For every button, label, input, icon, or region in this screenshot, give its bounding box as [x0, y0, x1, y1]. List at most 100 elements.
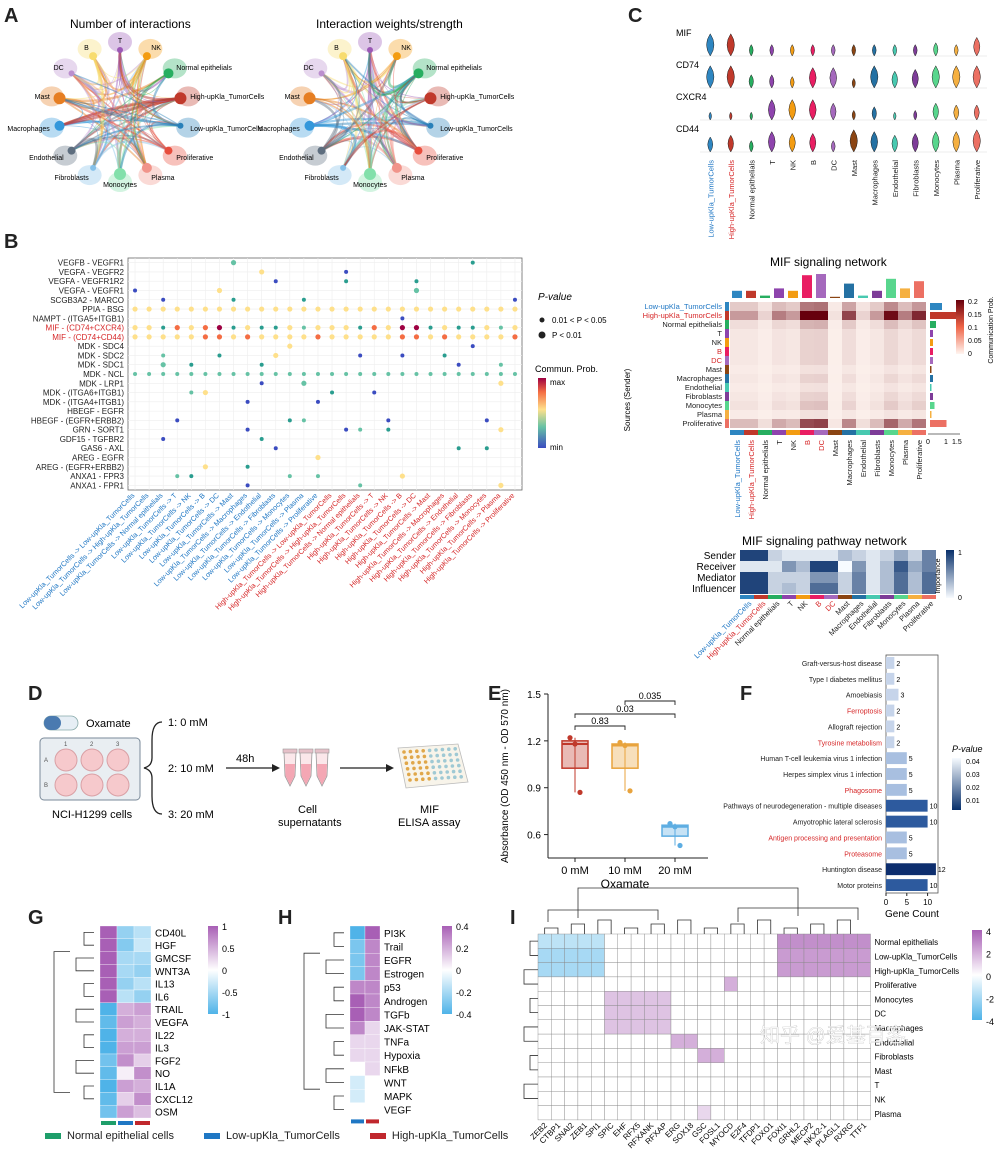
network-side-bar [930, 402, 935, 409]
heatmap-cell [630, 1105, 645, 1121]
heatmap-cell [830, 1076, 845, 1092]
panel-a-title-interactions: Number of interactions [70, 17, 191, 31]
network-cell [898, 401, 912, 410]
dendrogram-branch [677, 919, 692, 934]
dot-plot-point [343, 325, 349, 331]
dot-plot-point [287, 372, 292, 376]
network-cell [744, 401, 758, 410]
dot-plot-point [146, 334, 152, 340]
column-color-bar [135, 1121, 150, 1125]
heatmap-cell [857, 976, 871, 992]
heatmap-cell [591, 962, 605, 978]
interaction-edge [71, 141, 122, 175]
network-cell [870, 347, 884, 356]
dot-plot-point [259, 362, 264, 367]
heatmap-cell [591, 1105, 605, 1121]
network-cell [912, 419, 926, 428]
heatmap-cell [817, 962, 831, 978]
network-cell [898, 347, 912, 356]
violin-shape [972, 65, 981, 89]
interaction-edge [152, 72, 181, 127]
dot-plot-point [230, 334, 237, 340]
heatmap-cell [591, 1019, 605, 1035]
dot-plot-point [484, 446, 489, 451]
interaction-edge [59, 97, 169, 151]
interaction-edge [118, 49, 181, 101]
panel-letter-d: D [28, 683, 42, 705]
cell-node [141, 162, 152, 173]
network-cell [912, 311, 926, 320]
heatmap-cell [843, 1105, 858, 1121]
heatmap-cell [750, 1076, 765, 1092]
network-row-color [725, 356, 729, 365]
heatmap-cell [657, 1019, 672, 1035]
dot-plot-point [287, 343, 293, 349]
heatmap-cell [99, 1002, 118, 1016]
heatmap-cell [537, 933, 552, 949]
mif-network-axis-2: 1.5 [952, 439, 962, 446]
heatmap-cell [724, 1105, 738, 1121]
heatmap-cell [697, 991, 712, 1006]
dot-plot-point [399, 473, 405, 479]
heatmap-cell [364, 980, 381, 995]
heatmap-cell [843, 1048, 858, 1063]
heatmap-cell [817, 1062, 831, 1078]
interaction-edge [59, 55, 108, 100]
y-tick-label: 1.5 [527, 690, 541, 701]
pathway-cell [796, 550, 810, 561]
interaction-edge [320, 55, 349, 91]
network-cell [744, 311, 758, 320]
culture-plate-wells [54, 748, 130, 797]
network-cell [842, 329, 856, 338]
cell-node-label: Macrophages [257, 126, 300, 133]
network-side-bar [930, 384, 932, 391]
dot-plot-point [442, 325, 448, 331]
network-row-label: DC [711, 356, 722, 365]
heatmap-cell [604, 948, 619, 963]
elisa-label-2: ELISA assay [398, 817, 461, 829]
heatmap-cell [564, 1062, 579, 1078]
heatmap-legend-tick: 0 [456, 966, 461, 976]
heatmap-row-label: High-upKla_TumorCells [875, 967, 960, 976]
heatmap-cell [857, 1062, 871, 1078]
dot-plot-point [175, 372, 180, 376]
bar-value-label: 10 [930, 883, 938, 890]
network-cell [744, 410, 758, 419]
network-row-color [725, 320, 729, 329]
network-row-label: Plasma [697, 410, 723, 419]
dot-plot-point [161, 297, 166, 302]
cell-node [392, 52, 401, 61]
heatmap-cell [644, 1091, 658, 1106]
interaction-edge [321, 72, 371, 175]
interaction-edge [342, 97, 431, 169]
heatmap-cell [857, 948, 871, 963]
heatmap-cell [750, 991, 765, 1006]
network-cell [842, 347, 856, 356]
dot-plot-point [512, 372, 517, 376]
panel-letter-i: I [510, 907, 516, 929]
violin-shape [849, 129, 858, 153]
network-cell [828, 419, 842, 428]
heatmap-cell [657, 1105, 672, 1121]
interaction-edge [70, 97, 181, 152]
heatmap-cell [116, 1092, 135, 1106]
violin-cell-label: Endothelial [891, 160, 900, 197]
dendrogram-branch [523, 1083, 538, 1099]
elisa-well [413, 772, 418, 776]
dot-plot-point [301, 334, 307, 340]
heatmap-row-label: Mast [875, 1067, 893, 1076]
bar [886, 879, 928, 891]
network-col-label: Normal epithelials [761, 440, 770, 500]
dose-2: 2: 10 mM [168, 763, 214, 775]
dot-plot-point [344, 427, 349, 432]
dot-plot-point [498, 334, 504, 340]
heatmap-cell [99, 951, 118, 965]
heatmap-cell [670, 948, 685, 963]
dot-plot-point [189, 474, 194, 479]
heatmap-cell [763, 933, 778, 949]
bar-category-label: Graft-versus-host disease [802, 661, 882, 668]
legend-swatch-low [204, 1133, 220, 1139]
violin-shape [748, 74, 754, 89]
interaction-edge [309, 97, 352, 168]
dot-plot-row-label: GDF15 - TGFBR2 [60, 435, 125, 444]
